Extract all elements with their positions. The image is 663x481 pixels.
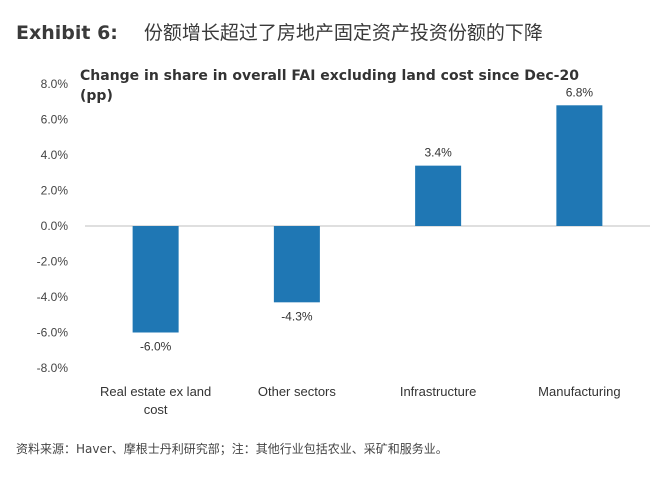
category-label: cost xyxy=(144,402,168,417)
y-tick-label: 6.0% xyxy=(41,113,69,127)
data-label: 6.8% xyxy=(566,85,594,99)
y-tick-label: 2.0% xyxy=(41,184,69,198)
data-label: -4.3% xyxy=(281,309,313,323)
y-tick-label: -8.0% xyxy=(37,361,69,375)
y-tick-label: -6.0% xyxy=(37,326,69,340)
chart-title: Change in share in overall FAI excluding… xyxy=(80,68,579,104)
category-label: Real estate ex land xyxy=(100,384,211,399)
y-tick-label: 0.0% xyxy=(41,219,69,233)
data-label: -6.0% xyxy=(140,340,172,354)
bar xyxy=(273,226,320,303)
y-tick-label: 4.0% xyxy=(41,148,69,162)
data-label: 3.4% xyxy=(424,146,452,160)
bar xyxy=(556,105,603,226)
bar xyxy=(132,226,179,333)
y-tick-label: -2.0% xyxy=(37,255,69,269)
exhibit-number: Exhibit 6: xyxy=(16,22,118,44)
y-tick-label: 8.0% xyxy=(41,77,69,91)
source-note: 资料来源：Haver、摩根士丹利研究部；注：其他行业包括农业、采矿和服务业。 xyxy=(16,442,448,456)
exhibit-title: 份额增长超过了房地产固定资产投资份额的下降 xyxy=(143,22,543,44)
bar xyxy=(415,165,462,226)
y-tick-label: -4.0% xyxy=(37,290,69,304)
category-label: Manufacturing xyxy=(538,384,620,399)
exhibit-header: Exhibit 6: 份额增长超过了房地产固定资产投资份额的下降 xyxy=(16,18,543,45)
category-label: Infrastructure xyxy=(400,384,477,399)
category-label: Other sectors xyxy=(258,384,337,399)
bar-chart: 8.0% 6.0% 4.0% 2.0% 0.0% -2.0% -4.0% -6.0% -8.0%… xyxy=(37,77,650,417)
